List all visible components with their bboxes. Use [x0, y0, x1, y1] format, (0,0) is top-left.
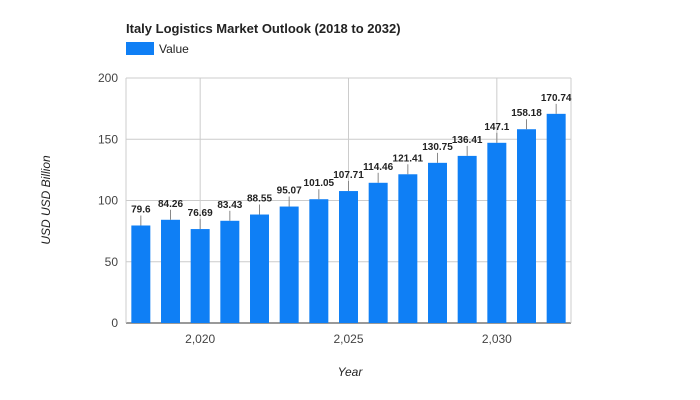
x-axis-title: Year [338, 365, 364, 379]
data-label: 76.69 [188, 208, 213, 219]
y-tick-label: 0 [111, 316, 118, 330]
chart-title: Italy Logistics Market Outlook (2018 to … [126, 21, 401, 36]
y-tick-label: 200 [98, 71, 118, 85]
bars [131, 113, 566, 323]
data-label: 114.46 [363, 162, 393, 173]
y-axis-ticks: 0 50 100 150 200 [98, 71, 118, 330]
data-label: 79.6 [131, 204, 151, 215]
bar [457, 155, 477, 323]
data-label: 83.43 [217, 200, 242, 211]
legend-swatch [126, 42, 154, 55]
x-tick-label: 2,025 [333, 332, 363, 346]
bar [428, 162, 447, 323]
data-label: 84.26 [158, 199, 183, 210]
bar [279, 206, 299, 323]
bar [131, 225, 151, 323]
y-tick-label: 100 [98, 194, 118, 208]
data-label: 136.41 [452, 135, 483, 146]
data-label: 121.41 [393, 153, 424, 164]
bar [220, 220, 240, 323]
bar [190, 229, 210, 323]
bar [161, 219, 180, 323]
data-label: 147.1 [484, 122, 509, 133]
data-labels: 79.6 84.26 76.69 83.43 88.55 95.07101.05107.7… [131, 93, 572, 230]
bar [487, 142, 507, 323]
x-tick-label: 2,030 [482, 332, 512, 346]
y-axis-title: USD USD Billion [39, 155, 53, 245]
bar [517, 129, 536, 323]
y-tick-label: 50 [105, 255, 119, 269]
data-label: 130.75 [422, 142, 453, 153]
x-axis-ticks: 2,020 2,025 2,030 [185, 332, 512, 346]
bar [368, 182, 388, 323]
data-label: 107.71 [333, 170, 364, 181]
data-label: 95.07 [277, 186, 302, 197]
bar [546, 113, 566, 323]
bar [309, 199, 329, 323]
legend: Value [126, 42, 189, 56]
data-label: 158.18 [511, 108, 542, 119]
bar [339, 191, 358, 323]
bar [250, 214, 269, 323]
data-label: 101.05 [304, 178, 335, 189]
data-label: 170.74 [541, 93, 572, 104]
data-label: 88.55 [247, 194, 272, 205]
legend-label: Value [159, 42, 189, 56]
x-tick-label: 2,020 [185, 332, 215, 346]
y-tick-label: 150 [98, 132, 118, 146]
plot-area: 79.6 84.26 76.69 83.43 88.55 95.07101.05107.7… [98, 71, 572, 346]
bar [398, 174, 418, 323]
